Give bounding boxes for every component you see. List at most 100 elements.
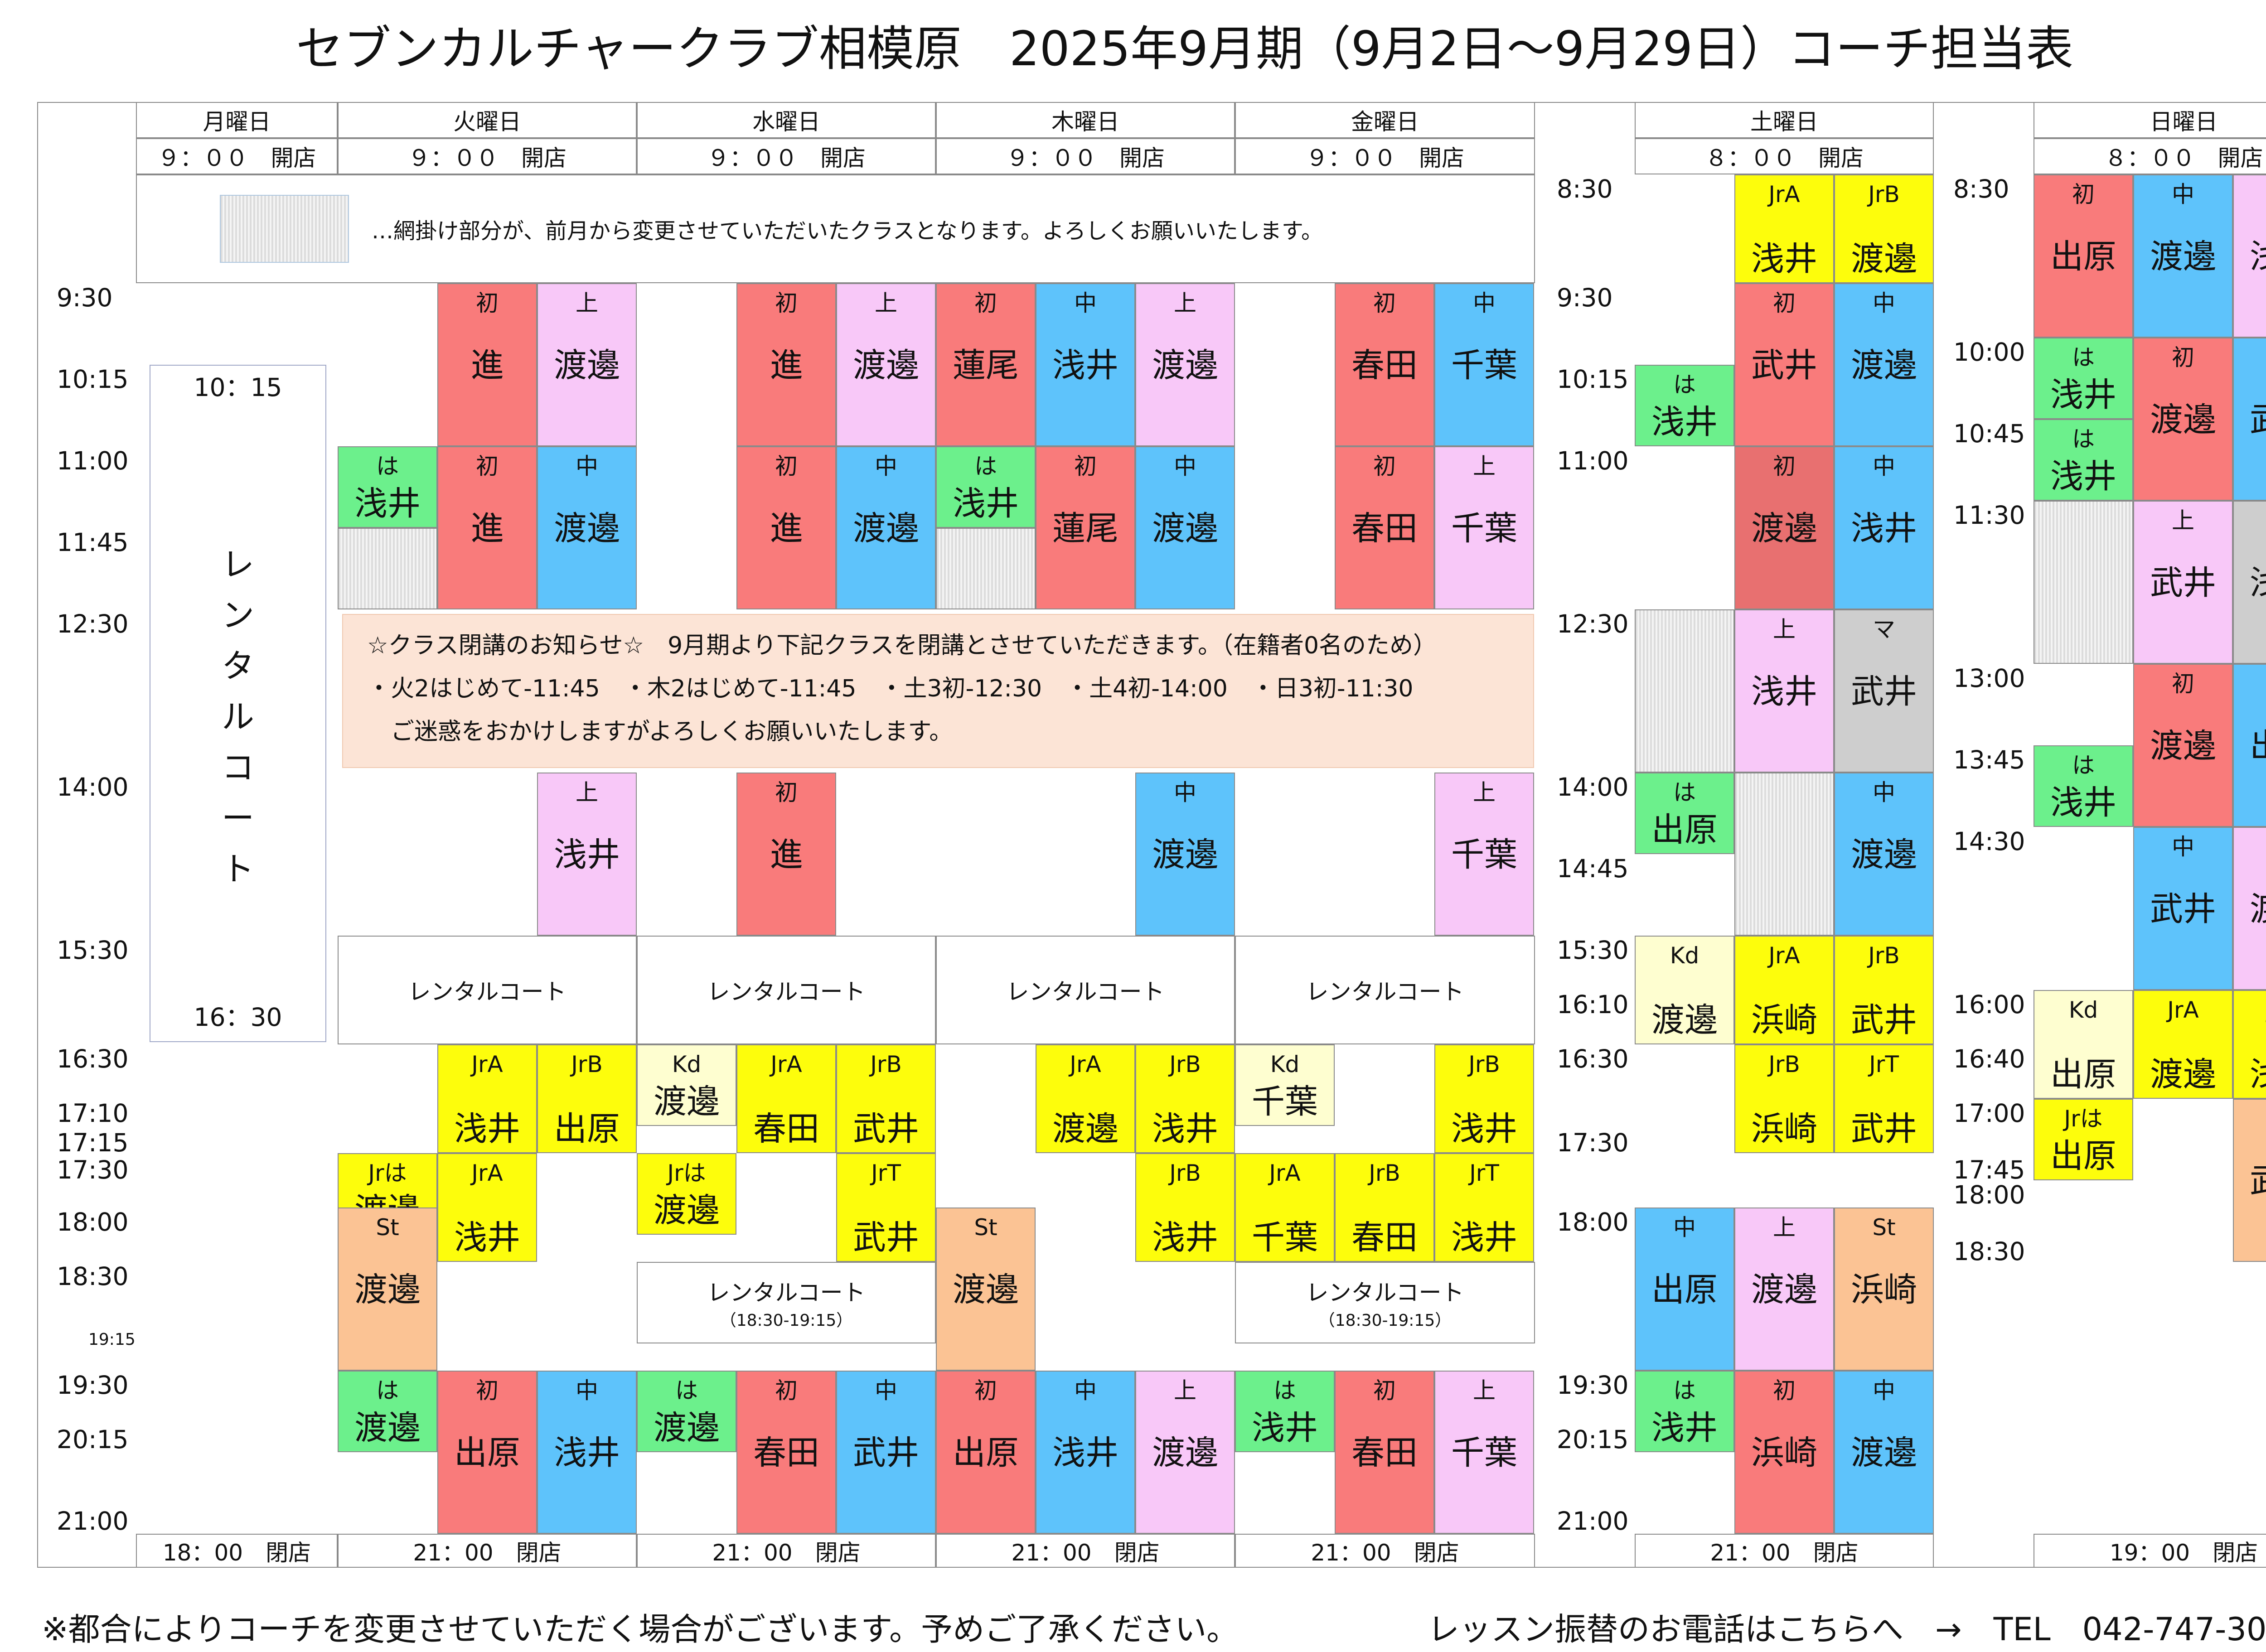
class-cell[interactable]: は渡邊 (338, 1371, 437, 1452)
class-cell[interactable]: JrB 浅井 (1135, 1044, 1235, 1153)
class-cell[interactable]: 中渡邊 (1135, 773, 1235, 936)
class-cell[interactable]: 初武井 (1734, 283, 1834, 446)
class-cell[interactable]: JrA 春田 (736, 1044, 836, 1153)
class-cell[interactable]: 上千葉 (1434, 446, 1534, 609)
class-cell[interactable]: 上浅井 (2233, 174, 2266, 338)
class-cell[interactable]: は浅井 (1635, 365, 1734, 446)
class-cell[interactable]: は浅井 (936, 446, 1036, 528)
class-cell[interactable]: 初進 (736, 283, 836, 446)
class-cell[interactable]: は浅井 (2034, 745, 2133, 827)
class-cell[interactable]: JrB 浅井 (1135, 1153, 1235, 1262)
class-cell[interactable]: は浅井 (1635, 1371, 1734, 1452)
class-cell[interactable]: 中浅井 (1834, 446, 1934, 609)
class-cell[interactable]: St 渡邊 (936, 1208, 1036, 1371)
class-cell[interactable]: JrB 武井 (1834, 936, 1934, 1044)
class-cell[interactable]: JrB 渡邊 (1834, 174, 1934, 283)
class-cell[interactable]: 中渡邊 (1834, 1371, 1934, 1534)
class-cell[interactable]: JrT 浅井 (1434, 1153, 1534, 1262)
class-cell[interactable]: 上渡邊 (1734, 1208, 1834, 1371)
class-cell[interactable]: 初進 (736, 446, 836, 609)
class-cell[interactable]: JrB 浅井 (1434, 1044, 1534, 1153)
class-cell[interactable]: 中渡邊 (836, 446, 936, 609)
class-cell[interactable]: St 渡邊 (338, 1208, 437, 1371)
class-cell[interactable]: 初蓮尾 (936, 283, 1036, 446)
class-cell[interactable]: 上渡邊 (1135, 1371, 1235, 1534)
class-cell[interactable]: マ浅井 (2233, 501, 2266, 664)
class-cell[interactable]: JrA 浅井 (1734, 174, 1834, 283)
class-cell[interactable]: 上渡邊 (2233, 827, 2266, 990)
class-cell[interactable]: 中武井 (2233, 338, 2266, 501)
class-cell[interactable]: 中渡邊 (1834, 773, 1934, 936)
class-cell[interactable]: Kd 千葉 (1235, 1044, 1335, 1126)
class-cell[interactable]: JrA 浅井 (437, 1044, 537, 1153)
class-cell[interactable]: 中浅井 (1036, 283, 1135, 446)
class-cell[interactable]: は浅井 (338, 446, 437, 528)
rental-court-evening[interactable]: レンタルコート （18:30-19:15） (637, 1262, 936, 1343)
class-cell[interactable]: は浅井 (2034, 338, 2133, 419)
class-cell[interactable]: Jrは 出原 (2034, 1099, 2133, 1180)
class-cell[interactable]: JrT 武井 (836, 1153, 936, 1262)
class-cell[interactable]: 初進 (736, 773, 836, 936)
class-cell[interactable]: 中浅井 (537, 1371, 637, 1534)
class-cell[interactable]: Kd 渡邊 (1635, 936, 1734, 1044)
class-cell[interactable]: 初出原 (2034, 174, 2133, 338)
class-cell[interactable]: JrA 浜崎 (1734, 936, 1834, 1044)
class-cell[interactable]: 初春田 (1335, 283, 1434, 446)
class-cell[interactable]: Kd 出原 (2034, 990, 2133, 1099)
class-cell[interactable]: 初渡邊 (2133, 664, 2233, 827)
rental-court-block[interactable]: レンタルコート (1235, 936, 1535, 1044)
rental-court-block[interactable]: レンタルコート (936, 936, 1235, 1044)
class-cell[interactable]: 初進 (437, 446, 537, 609)
class-cell[interactable]: 初蓮尾 (1036, 446, 1135, 609)
class-cell[interactable]: 中浅井 (1036, 1371, 1135, 1534)
rental-court-block[interactable]: レンタルコート (338, 936, 637, 1044)
class-cell[interactable]: 初春田 (1335, 1371, 1434, 1534)
class-cell[interactable]: JrB 武井 (836, 1044, 936, 1153)
rental-court-evening[interactable]: レンタルコート （18:30-19:15） (1235, 1262, 1535, 1343)
class-cell[interactable]: 上浅井 (1734, 609, 1834, 773)
class-cell[interactable]: JrT 武井 (1834, 1044, 1934, 1153)
class-cell[interactable]: St 武井 (2233, 1099, 2266, 1262)
class-cell[interactable]: St 浜崎 (1834, 1208, 1934, 1371)
class-cell[interactable]: マ武井 (1834, 609, 1934, 773)
class-cell[interactable]: JrB 出原 (537, 1044, 637, 1153)
class-cell[interactable]: JrA 渡邊 (1036, 1044, 1135, 1153)
class-cell[interactable]: 初渡邊 (1734, 446, 1834, 609)
class-cell[interactable]: 中渡邊 (1135, 446, 1235, 609)
class-cell[interactable]: JrA 浅井 (437, 1153, 537, 1262)
class-cell[interactable]: 初進 (437, 283, 537, 446)
class-cell[interactable]: Kd 渡邊 (637, 1044, 736, 1126)
class-cell[interactable]: 上千葉 (1434, 773, 1534, 936)
class-cell[interactable]: 上千葉 (1434, 1371, 1534, 1534)
class-cell[interactable]: 初出原 (437, 1371, 537, 1534)
class-cell[interactable]: 初渡邊 (2133, 338, 2233, 501)
class-cell[interactable]: 中武井 (2133, 827, 2233, 990)
class-cell[interactable]: JrA 渡邊 (2133, 990, 2233, 1099)
class-cell[interactable]: JrB 浅井 (2233, 990, 2266, 1099)
class-cell[interactable]: JrB 春田 (1335, 1153, 1434, 1262)
class-cell[interactable]: Jrは渡邊 (637, 1153, 736, 1235)
class-cell[interactable]: は出原 (1635, 773, 1734, 854)
class-cell[interactable]: 上渡邊 (836, 283, 936, 446)
class-cell[interactable]: 中出原 (1635, 1208, 1734, 1371)
class-cell[interactable]: JrA 千葉 (1235, 1153, 1335, 1262)
class-cell[interactable]: JrB 浜崎 (1734, 1044, 1834, 1153)
monday-rental-court[interactable] (150, 365, 326, 1042)
class-cell[interactable]: 上浅井 (537, 773, 637, 936)
class-cell[interactable]: 初浜崎 (1734, 1371, 1834, 1534)
class-cell[interactable]: 中渡邊 (537, 446, 637, 609)
class-cell[interactable]: 初出原 (936, 1371, 1036, 1534)
class-cell[interactable]: 上渡邊 (537, 283, 637, 446)
rental-court-block[interactable]: レンタルコート (637, 936, 936, 1044)
class-cell[interactable]: 初春田 (1335, 446, 1434, 609)
class-cell[interactable]: 中出原 (2233, 664, 2266, 827)
class-cell[interactable]: 上武井 (2133, 501, 2233, 664)
class-cell[interactable]: 中渡邊 (2133, 174, 2233, 338)
class-cell[interactable]: 初春田 (736, 1371, 836, 1534)
class-cell[interactable]: 中千葉 (1434, 283, 1534, 446)
class-cell[interactable]: 中渡邊 (1834, 283, 1934, 446)
class-cell[interactable]: 中武井 (836, 1371, 936, 1534)
class-cell[interactable]: は渡邊 (637, 1371, 736, 1452)
class-cell[interactable]: は浅井 (1235, 1371, 1335, 1452)
class-cell[interactable]: 上渡邊 (1135, 283, 1235, 446)
